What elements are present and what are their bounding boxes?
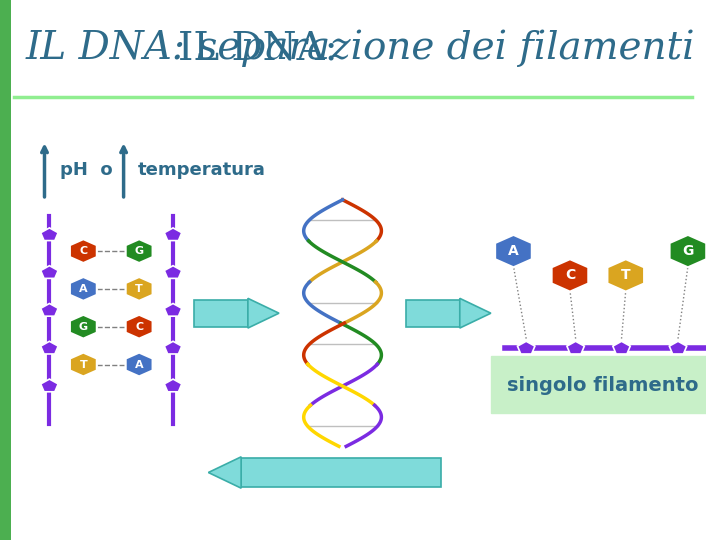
Polygon shape: [41, 379, 58, 392]
Polygon shape: [460, 298, 491, 328]
Polygon shape: [248, 298, 279, 328]
FancyBboxPatch shape: [406, 300, 460, 327]
Text: C: C: [79, 246, 87, 256]
Polygon shape: [70, 277, 96, 301]
Polygon shape: [208, 457, 241, 488]
Polygon shape: [126, 353, 153, 376]
Polygon shape: [126, 277, 153, 301]
Polygon shape: [567, 341, 585, 354]
FancyBboxPatch shape: [0, 0, 11, 540]
FancyBboxPatch shape: [194, 300, 248, 327]
Polygon shape: [670, 235, 706, 267]
Polygon shape: [164, 303, 181, 316]
Text: T: T: [79, 360, 87, 369]
Polygon shape: [164, 266, 181, 279]
Polygon shape: [41, 266, 58, 279]
Text: A: A: [79, 284, 88, 294]
Polygon shape: [41, 341, 58, 354]
Text: T: T: [621, 268, 631, 282]
Polygon shape: [126, 239, 153, 263]
Polygon shape: [164, 379, 181, 392]
Text: G: G: [78, 322, 88, 332]
Text: G: G: [135, 246, 144, 256]
FancyBboxPatch shape: [241, 458, 441, 487]
Polygon shape: [164, 341, 181, 354]
Polygon shape: [670, 341, 687, 354]
Polygon shape: [70, 353, 96, 376]
Polygon shape: [41, 228, 58, 241]
Polygon shape: [70, 239, 96, 263]
Polygon shape: [41, 303, 58, 316]
Text: temperatura: temperatura: [138, 161, 266, 179]
Text: IL DNA: separazione dei filamenti: IL DNA: separazione dei filamenti: [25, 30, 695, 68]
Text: G: G: [683, 244, 693, 258]
Polygon shape: [613, 341, 630, 354]
Text: A: A: [508, 244, 519, 258]
Polygon shape: [518, 341, 535, 354]
Polygon shape: [608, 259, 644, 292]
Text: pH  o: pH o: [60, 161, 112, 179]
Text: singolo filamento: singolo filamento: [507, 375, 698, 395]
Polygon shape: [126, 315, 153, 339]
Text: IL DNA:: IL DNA:: [178, 30, 350, 67]
Polygon shape: [164, 228, 181, 241]
Text: A: A: [135, 360, 143, 369]
Polygon shape: [552, 259, 588, 292]
FancyBboxPatch shape: [491, 356, 714, 413]
Polygon shape: [495, 235, 532, 267]
Text: C: C: [135, 322, 143, 332]
Text: C: C: [564, 268, 575, 282]
Polygon shape: [70, 315, 96, 339]
Text: T: T: [135, 284, 143, 294]
